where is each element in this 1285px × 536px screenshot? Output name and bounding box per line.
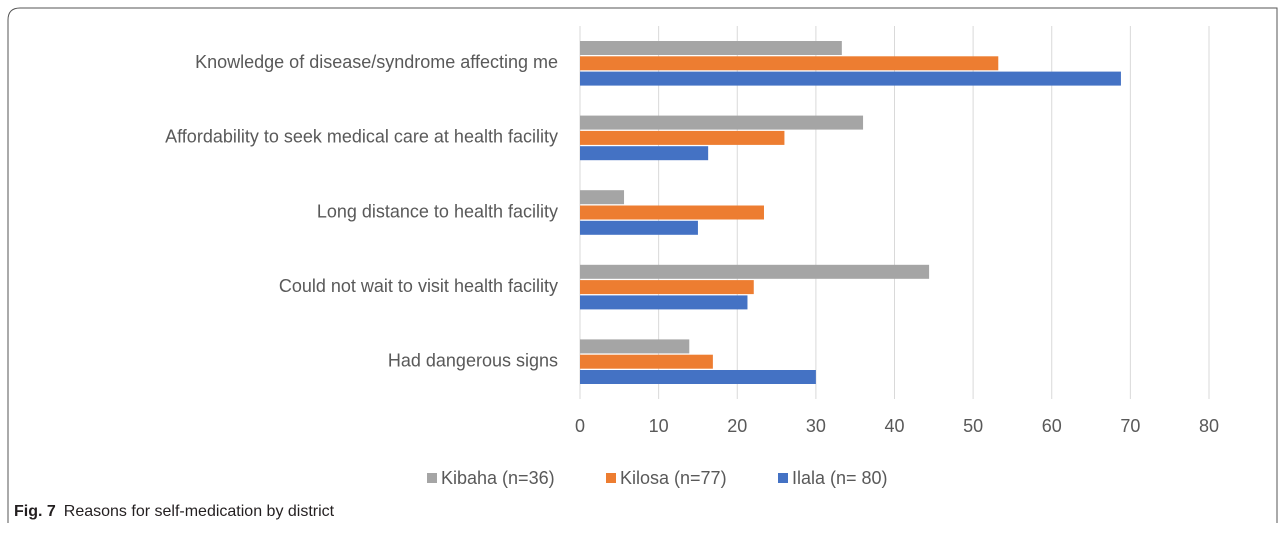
bar xyxy=(580,280,754,295)
y-tick-label: Had dangerous signs xyxy=(388,350,558,370)
x-tick-label: 80 xyxy=(1199,416,1219,436)
y-tick-label: Affordability to seek medical care at he… xyxy=(165,127,558,147)
y-tick-label: Knowledge of disease/syndrome affecting … xyxy=(195,52,558,72)
bar xyxy=(580,220,698,235)
legend-label: Kilosa (n=77) xyxy=(620,468,727,488)
bar xyxy=(580,130,785,145)
legend-label: Ilala (n= 80) xyxy=(792,468,888,488)
bar xyxy=(580,71,1121,86)
x-tick-label: 20 xyxy=(727,416,747,436)
bar xyxy=(580,205,764,220)
bar xyxy=(580,264,930,279)
caption-label: Fig. 7 xyxy=(14,503,56,520)
legend-swatch xyxy=(778,473,788,483)
frame xyxy=(7,7,1278,523)
x-tick-label: 0 xyxy=(575,416,585,436)
bar xyxy=(580,295,748,310)
y-tick-label: Long distance to health facility xyxy=(317,201,558,221)
bar xyxy=(580,370,816,384)
caption: Fig. 7 Reasons for self-medication by dis… xyxy=(14,503,335,520)
legend-label: Kibaha (n=36) xyxy=(441,468,555,488)
x-tick-label: 40 xyxy=(884,416,904,436)
bar xyxy=(580,354,713,369)
caption-text: Reasons for self-medication by district xyxy=(64,503,335,520)
bar xyxy=(580,56,999,71)
bar xyxy=(580,146,709,161)
y-tick-label: Could not wait to visit health facility xyxy=(279,276,558,296)
bar xyxy=(580,339,690,354)
bar xyxy=(580,190,625,205)
bar xyxy=(580,41,842,55)
x-tick-label: 30 xyxy=(806,416,826,436)
x-tick-label: 70 xyxy=(1120,416,1140,436)
x-tick-label: 10 xyxy=(649,416,669,436)
legend-swatch xyxy=(427,473,437,483)
legend-swatch xyxy=(606,473,616,483)
bar xyxy=(580,115,864,130)
x-tick-label: 60 xyxy=(1042,416,1062,436)
x-tick-label: 50 xyxy=(963,416,983,436)
